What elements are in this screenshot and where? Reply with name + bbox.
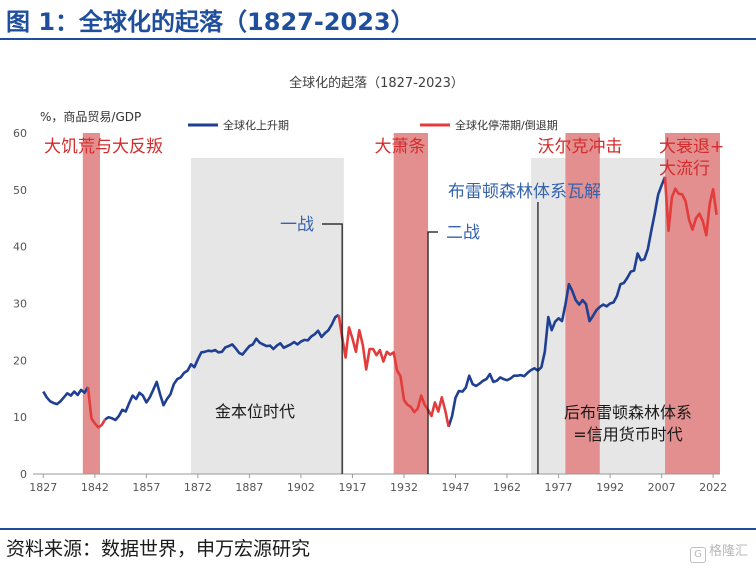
x-tick-label: 1947: [442, 481, 470, 494]
legend-label-rise: 全球化上升期: [223, 118, 289, 132]
chart-annotations: 一战 二战 布雷顿森林体系瓦解: [280, 182, 601, 474]
shaded-period-red: [565, 133, 600, 474]
x-tick-label: 1857: [132, 481, 160, 494]
label-great-depression: 大萧条: [375, 137, 426, 157]
y-axis-label: %，商品贸易/GDP: [40, 109, 141, 124]
x-tick-label: 1992: [596, 481, 624, 494]
x-tick-label: 2007: [648, 481, 676, 494]
annot-bretton-woods: 布雷顿森林体系瓦解: [448, 182, 601, 202]
figure-header: 图 1：全球化的起落（1827-2023）: [0, 0, 756, 40]
shaded-period-red: [665, 133, 720, 474]
series-line-fall: [663, 176, 718, 237]
series-line-fall: [86, 386, 107, 429]
label-volcker-shock: 沃尔克冲击: [538, 137, 623, 157]
chart-lines: [42, 176, 718, 429]
series-line-fall: [337, 314, 450, 428]
x-tick-label: 2022: [699, 481, 727, 494]
annot-wwii-marker: [427, 231, 438, 474]
header-rule: [0, 38, 756, 40]
label-great-recession: 大流行: [659, 159, 710, 179]
x-tick-label: 1932: [390, 481, 418, 494]
x-tick-label: 1842: [81, 481, 109, 494]
figure-title: 图 1：全球化的起落（1827-2023）: [6, 8, 415, 36]
chart-axes: 0 10 20 30 40 50 60 1827 1842 1857 1872 1887 1902 191…: [13, 127, 727, 494]
chart-text: 全球化的起落（1827-2023） %，商品贸易/GDP 全球化上升期 全球化停滞期/…: [40, 75, 724, 444]
annot-wwii: 二战: [446, 223, 480, 243]
label-gold-standard: 金本位时代: [215, 402, 295, 421]
series-line-rise: [42, 386, 90, 406]
chart-svg: 0 10 20 30 40 50 60 1827 1842 1857 1872 1887 1902 191…: [13, 75, 727, 494]
chart-title: 全球化的起落（1827-2023）: [289, 75, 464, 91]
label-great-famine: 大饥荒与大反叛: [44, 137, 163, 157]
legend-label-fall: 全球化停滞期/倒退期: [455, 118, 558, 132]
y-tick-label: 0: [20, 468, 27, 481]
series-line-rise: [447, 176, 667, 428]
x-tick-label: 1872: [184, 481, 212, 494]
y-tick-label: 60: [13, 127, 27, 140]
shaded-periods: [82, 133, 720, 474]
x-tick-label: 1902: [287, 481, 315, 494]
shaded-period-red: [82, 133, 100, 474]
series-line-rise: [104, 313, 340, 422]
y-tick-label: 20: [13, 354, 27, 367]
y-tick-label: 10: [13, 411, 27, 424]
x-tick-label: 1827: [29, 481, 57, 494]
watermark-logo-icon: G: [689, 547, 706, 563]
x-tick-label: 1917: [338, 481, 366, 494]
x-tick-label: 1962: [493, 481, 521, 494]
shaded-period-red: [393, 133, 429, 474]
y-tick-label: 40: [13, 241, 27, 254]
annot-wwi-marker: [322, 223, 343, 474]
watermark-text: 格隆汇: [708, 544, 748, 559]
shaded-period-gray: [191, 158, 344, 474]
watermark: G 格隆汇: [689, 540, 748, 563]
label-great-recession: 大衰退+: [659, 137, 724, 157]
y-tick-label: 30: [13, 298, 27, 311]
footer-rule: [0, 528, 756, 530]
y-tick-label: 50: [13, 184, 27, 197]
source-note: 资料来源：数据世界，申万宏源研究: [6, 538, 311, 560]
x-tick-label: 1887: [235, 481, 263, 494]
label-post-bretton-woods: 后布雷顿森林体系: [564, 403, 692, 422]
label-post-bretton-woods: =信用货币时代: [573, 425, 682, 444]
annot-wwi: 一战: [280, 215, 314, 235]
x-tick-label: 1977: [545, 481, 573, 494]
